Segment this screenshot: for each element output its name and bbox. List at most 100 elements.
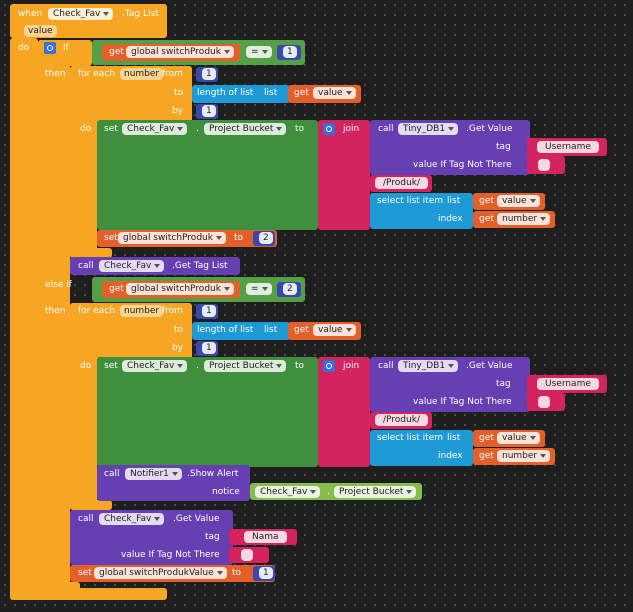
block-label: select list item xyxy=(377,433,444,443)
block[interactable] xyxy=(38,40,70,592)
dropdown[interactable]: value xyxy=(313,324,356,336)
block[interactable] xyxy=(38,582,80,592)
block-label: to xyxy=(174,88,184,98)
block[interactable] xyxy=(70,248,112,258)
block-label: . xyxy=(196,124,199,134)
dropdown[interactable]: = xyxy=(246,283,272,295)
block-label: tag xyxy=(496,142,511,152)
block[interactable] xyxy=(318,357,370,467)
number-field[interactable]: 1 xyxy=(202,305,216,317)
empty-text-field[interactable] xyxy=(241,549,253,561)
block-label: list xyxy=(447,196,461,206)
block[interactable] xyxy=(10,588,167,600)
number-field[interactable]: 1 xyxy=(202,105,216,117)
block-label: get xyxy=(479,214,494,224)
block-label: set xyxy=(78,568,92,578)
number-field[interactable]: 1 xyxy=(202,68,216,80)
block-label: by xyxy=(172,106,184,116)
block-label: from xyxy=(162,306,183,316)
block[interactable] xyxy=(370,193,473,229)
block[interactable] xyxy=(318,120,370,230)
dropdown[interactable]: value xyxy=(497,432,540,444)
text-field[interactable]: /Produk/ xyxy=(375,414,428,426)
block-label: .Show Alert xyxy=(187,469,239,479)
block[interactable] xyxy=(97,357,318,467)
mutator-icon[interactable] xyxy=(323,123,335,135)
number-field[interactable]: 1 xyxy=(202,342,216,354)
dropdown[interactable]: Tiny_DB1 xyxy=(398,360,459,372)
block-label: when xyxy=(18,9,43,19)
dropdown[interactable]: Project Bucket xyxy=(204,123,287,135)
block-label: to xyxy=(295,124,305,134)
block-label: call xyxy=(104,469,120,479)
block-label: get xyxy=(294,88,309,98)
parameter[interactable]: number xyxy=(120,305,164,317)
text-field[interactable]: Nama xyxy=(244,531,287,543)
block-label: list xyxy=(447,433,461,443)
dropdown[interactable]: number xyxy=(497,450,551,462)
dropdown[interactable]: global switchProduk xyxy=(118,232,226,244)
dropdown[interactable]: Check_Fav xyxy=(99,260,165,272)
dropdown[interactable]: global switchProduk xyxy=(126,283,234,295)
number-field[interactable]: 1 xyxy=(283,46,297,58)
block-label: value If Tag Not There xyxy=(121,550,220,560)
block-label: get xyxy=(109,284,124,294)
block-label: set xyxy=(104,361,118,371)
dropdown[interactable]: global switchProdukValue xyxy=(94,567,227,579)
block-label: list xyxy=(264,325,278,335)
dropdown[interactable]: Check_Fav xyxy=(255,486,321,498)
block[interactable] xyxy=(97,120,318,230)
dropdown[interactable]: Check_Fav xyxy=(99,513,165,525)
dropdown[interactable]: value xyxy=(313,87,356,99)
block-label: length of list xyxy=(197,88,254,98)
text-field[interactable]: Username xyxy=(537,378,599,390)
block[interactable] xyxy=(192,85,290,103)
block-label: set xyxy=(104,124,118,134)
block-label: list xyxy=(264,88,278,98)
dropdown[interactable]: Check_Fav xyxy=(48,8,114,20)
block-label: .Get Value xyxy=(466,124,513,134)
number-field[interactable]: 2 xyxy=(259,232,273,244)
dropdown[interactable]: Check_Fav xyxy=(122,360,188,372)
empty-text-field[interactable] xyxy=(538,396,550,408)
number-field[interactable]: 2 xyxy=(283,283,297,295)
block[interactable] xyxy=(10,38,38,600)
block-label: . xyxy=(196,361,199,371)
dropdown[interactable]: Project Bucket xyxy=(334,486,417,498)
parameter[interactable]: number xyxy=(120,68,164,80)
block-label: select list item xyxy=(377,196,444,206)
mutator-icon[interactable] xyxy=(44,42,56,54)
dropdown[interactable]: global switchProduk xyxy=(126,46,234,58)
dropdown[interactable]: Project Bucket xyxy=(204,360,287,372)
dropdown[interactable]: value xyxy=(497,195,540,207)
dropdown[interactable]: = xyxy=(246,46,272,58)
block[interactable] xyxy=(70,500,112,510)
block[interactable] xyxy=(370,430,473,466)
block-label: value If Tag Not There xyxy=(413,397,512,407)
mutator-icon[interactable] xyxy=(323,360,335,372)
block-label: for each xyxy=(78,69,115,79)
block-label: then xyxy=(45,306,66,316)
block-label: .Get Tag List xyxy=(172,261,228,271)
block-label: if xyxy=(63,43,69,53)
dropdown[interactable]: Tiny_DB1 xyxy=(398,123,459,135)
block-label: .Get Value xyxy=(173,514,220,524)
dropdown[interactable]: number xyxy=(497,213,551,225)
parameter[interactable]: value xyxy=(24,25,57,37)
block-label: to xyxy=(174,325,184,335)
block[interactable] xyxy=(192,322,290,340)
text-field[interactable]: /Produk/ xyxy=(375,177,428,189)
block-label: call xyxy=(78,261,94,271)
block-label: call xyxy=(378,361,394,371)
block-label: else if xyxy=(45,280,72,290)
block-label: by xyxy=(172,343,184,353)
dropdown[interactable]: Notifier1 xyxy=(125,468,182,480)
dropdown[interactable]: Check_Fav xyxy=(122,123,188,135)
block-label: to xyxy=(295,361,305,371)
block-label: . xyxy=(327,487,330,497)
block-label: get xyxy=(479,451,494,461)
empty-text-field[interactable] xyxy=(538,159,550,171)
number-field[interactable]: 1 xyxy=(259,567,273,579)
block-label: for each xyxy=(78,306,115,316)
text-field[interactable]: Username xyxy=(537,141,599,153)
